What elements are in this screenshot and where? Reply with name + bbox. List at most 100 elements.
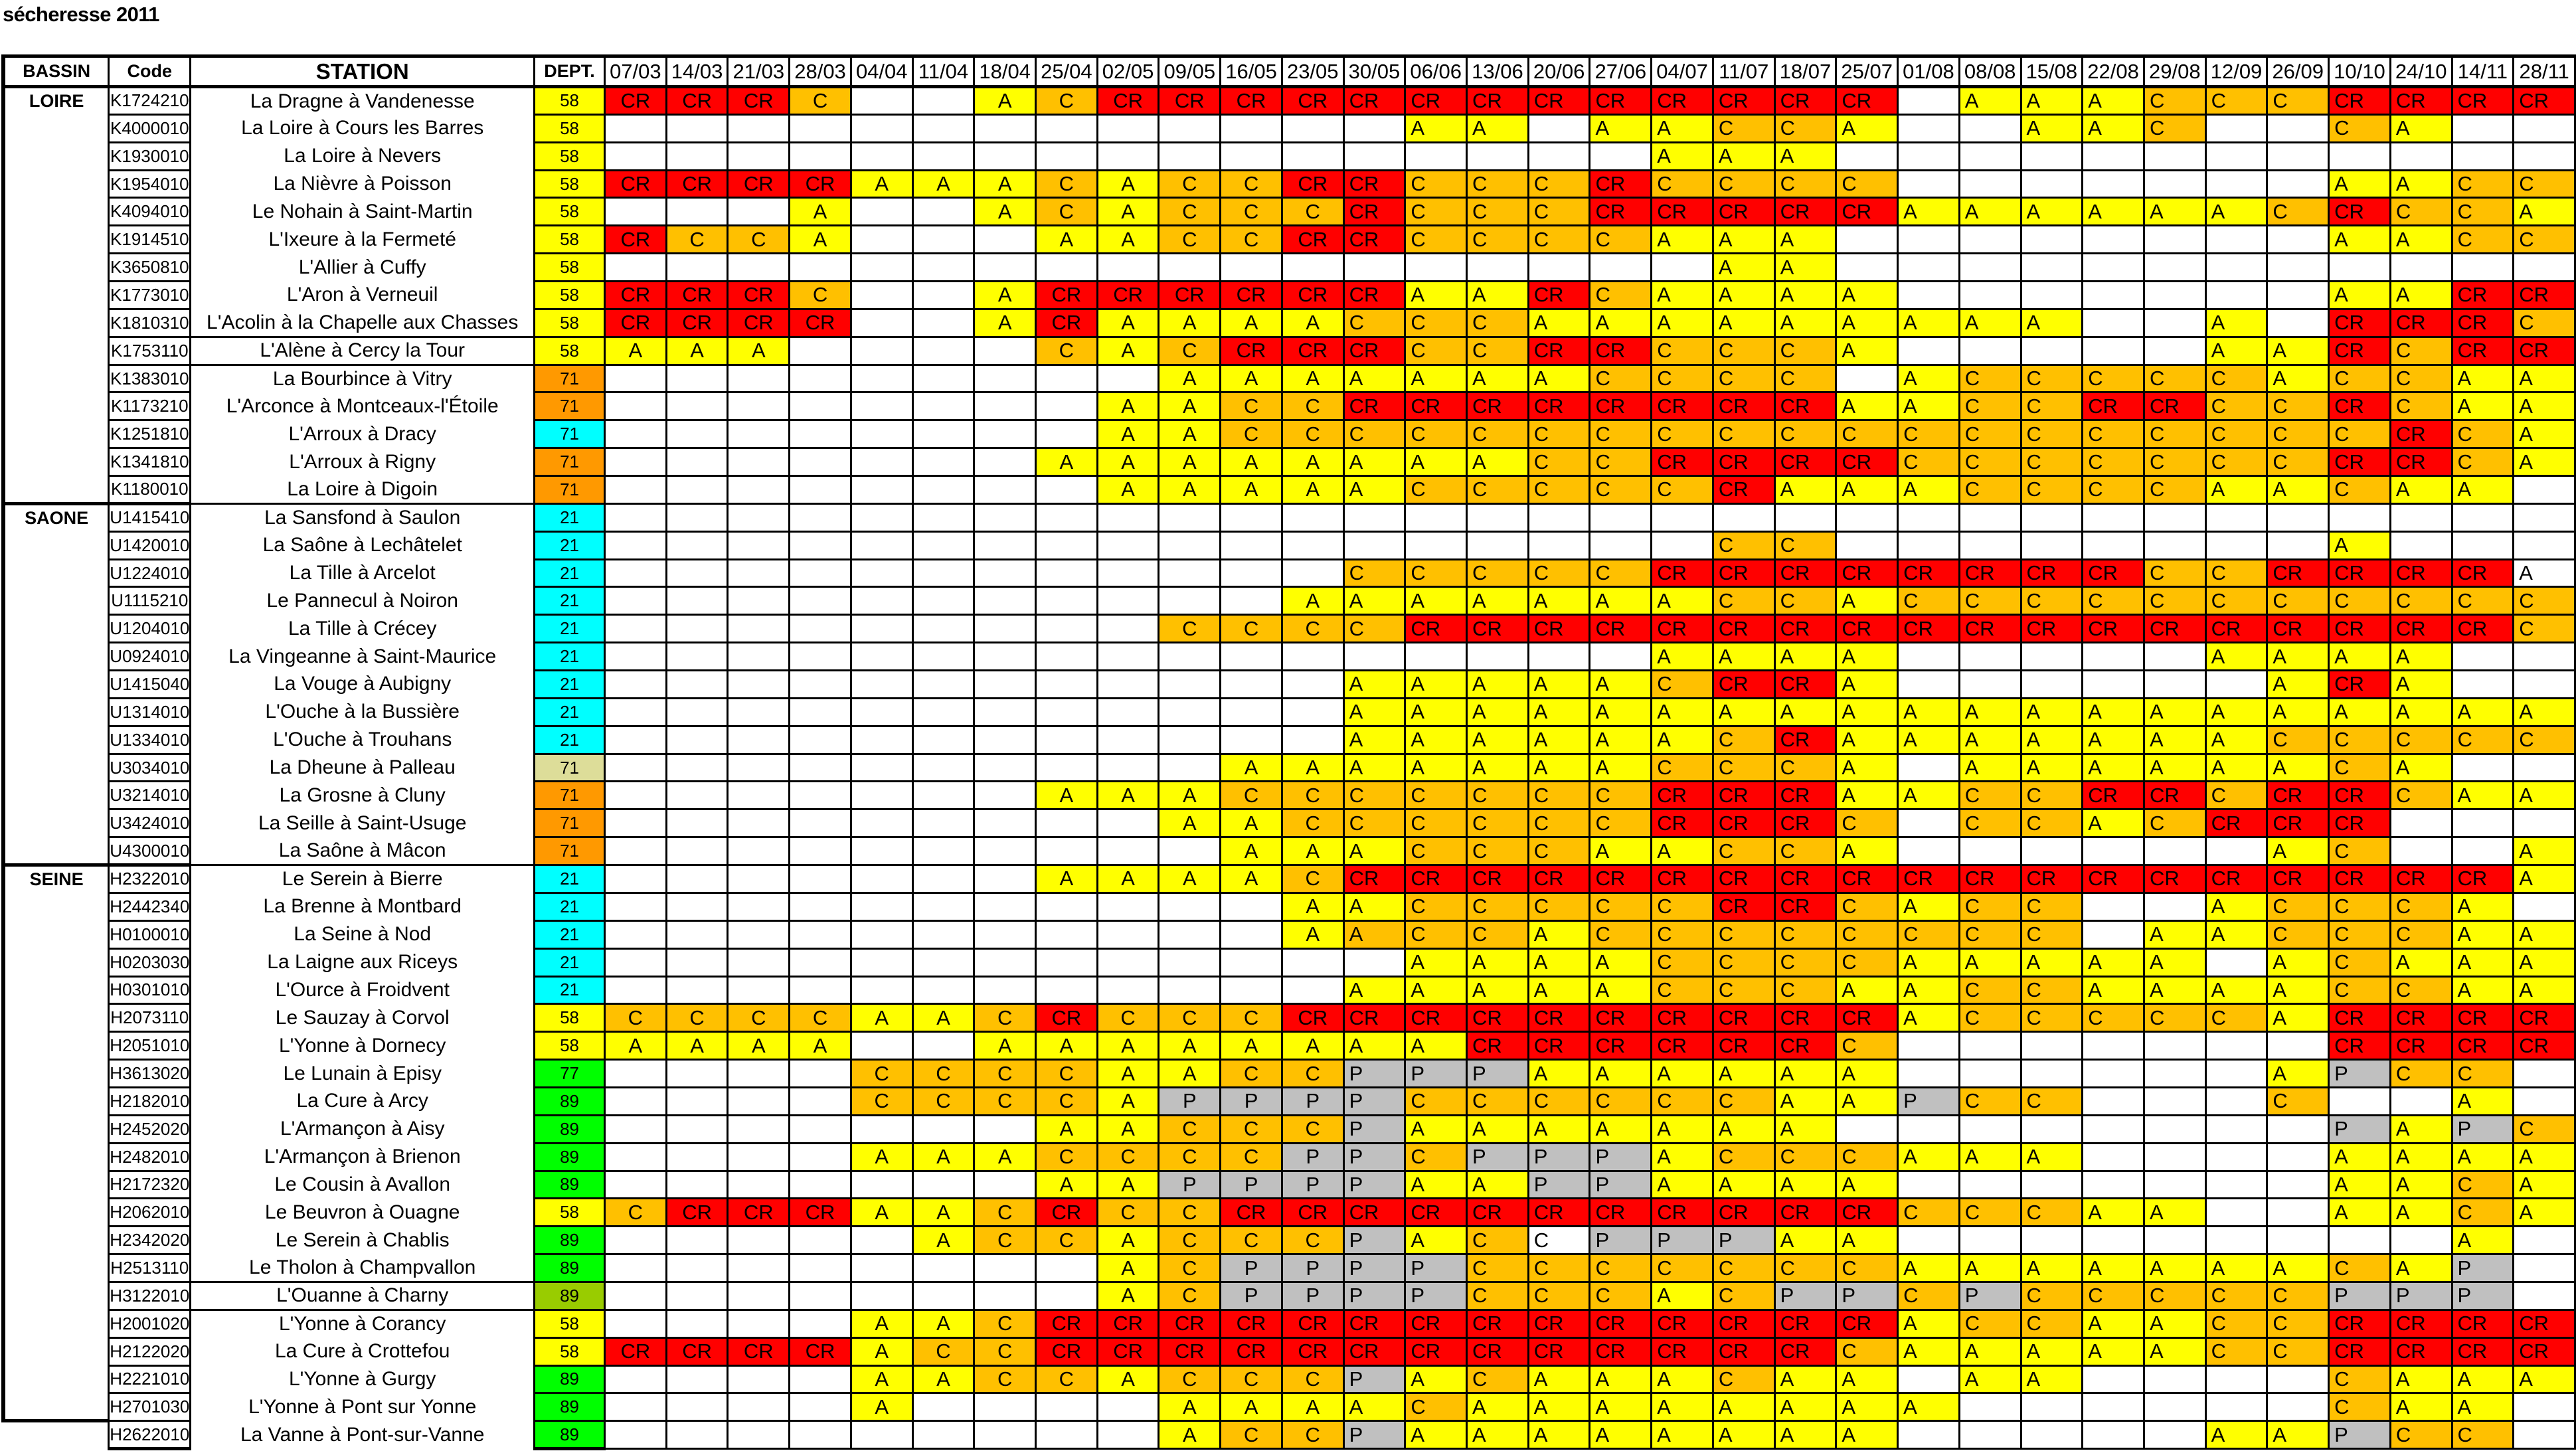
- status-cell: A: [2328, 169, 2391, 199]
- status-cell: A: [2019, 113, 2084, 143]
- status-cell: C: [2450, 447, 2515, 477]
- status-cell: C: [1711, 1364, 1776, 1395]
- station-name-cell: Le Cousin à Avallon: [189, 1171, 536, 1199]
- status-cell: [788, 780, 852, 811]
- status-cell: C: [1897, 1197, 1960, 1228]
- status-cell: CR: [1158, 86, 1222, 116]
- status-cell: P: [1342, 1169, 1407, 1200]
- dept-cell: 58: [533, 335, 606, 366]
- status-cell: [788, 1225, 852, 1256]
- status-cell: [788, 1420, 852, 1450]
- status-cell: [1096, 141, 1160, 171]
- status-cell: [849, 391, 914, 422]
- status-cell: CR: [727, 86, 791, 116]
- header-date-26-09: 26/09: [2266, 54, 2330, 88]
- status-cell: A: [1527, 1420, 1591, 1450]
- status-cell: [911, 752, 976, 783]
- status-cell: [604, 1420, 667, 1450]
- status-cell: [849, 1253, 914, 1283]
- status-cell: [1404, 141, 1468, 171]
- status-cell: C: [2328, 1392, 2391, 1422]
- status-cell: P: [1897, 1086, 1960, 1116]
- station-code-cell: H2122020: [108, 1336, 192, 1367]
- status-cell: CR: [1158, 1308, 1222, 1339]
- status-cell: C: [2512, 307, 2576, 338]
- status-cell: CR: [1773, 447, 1838, 477]
- status-cell: C: [1404, 224, 1468, 255]
- status-cell: CR: [604, 86, 667, 116]
- status-cell: A: [2328, 1197, 2391, 1228]
- status-cell: CR: [1711, 669, 1776, 699]
- status-cell: [2142, 1086, 2207, 1116]
- status-cell: [911, 113, 976, 143]
- status-cell: C: [2142, 475, 2207, 505]
- status-cell: [665, 947, 729, 978]
- status-cell: [2450, 113, 2515, 143]
- status-cell: C: [1466, 224, 1529, 255]
- status-cell: [2266, 502, 2330, 533]
- status-cell: [1527, 530, 1591, 560]
- status-cell: A: [1897, 947, 1960, 978]
- status-cell: C: [1589, 808, 1653, 839]
- status-cell: C: [1158, 1197, 1222, 1228]
- status-cell: [604, 891, 667, 922]
- status-cell: [727, 447, 791, 477]
- status-cell: C: [2450, 586, 2515, 616]
- status-cell: [849, 725, 914, 755]
- status-cell: A: [1466, 752, 1529, 783]
- status-cell: CR: [1773, 1197, 1838, 1228]
- status-cell: CR: [1711, 808, 1776, 839]
- status-cell: A: [2266, 669, 2330, 699]
- status-cell: [1219, 975, 1283, 1005]
- status-cell: A: [1527, 307, 1591, 338]
- status-cell: A: [665, 335, 729, 366]
- status-cell: CR: [2328, 1003, 2391, 1033]
- status-cell: A: [1589, 947, 1653, 978]
- status-cell: A: [1527, 947, 1591, 978]
- status-cell: [2512, 141, 2576, 171]
- status-cell: CR: [1280, 280, 1345, 310]
- drought-status-table: BASSIN Code STATION DEPT. 07/03 14/03 21/0…: [1, 54, 2576, 1451]
- station-code-cell: H0203030: [108, 947, 192, 978]
- status-cell: C: [1158, 614, 1222, 644]
- status-cell: C: [1466, 1364, 1529, 1395]
- status-cell: [1096, 558, 1160, 588]
- status-cell: [1035, 419, 1098, 450]
- status-cell: A: [1958, 197, 2022, 227]
- status-cell: [2019, 280, 2084, 310]
- status-cell: [727, 1364, 791, 1395]
- status-cell: CR: [1219, 1336, 1283, 1367]
- status-cell: C: [1280, 419, 1345, 450]
- status-cell: [788, 447, 852, 477]
- status-cell: C: [2019, 475, 2084, 505]
- status-cell: A: [1219, 836, 1283, 867]
- status-cell: [788, 947, 852, 978]
- status-cell: [1773, 502, 1838, 533]
- status-cell: [1527, 252, 1591, 283]
- status-cell: A: [1466, 1169, 1529, 1200]
- status-cell: [604, 975, 667, 1005]
- dept-cell: 71: [533, 447, 606, 477]
- status-cell: [1096, 502, 1160, 533]
- status-cell: C: [1773, 363, 1838, 394]
- basin-cell: [1, 365, 109, 392]
- status-cell: [2142, 1420, 2207, 1450]
- status-cell: CR: [1589, 86, 1653, 116]
- status-cell: [911, 919, 976, 950]
- status-cell: [1650, 530, 1714, 560]
- status-cell: C: [1404, 836, 1468, 867]
- status-cell: C: [1219, 224, 1283, 255]
- header-date-09-05: 09/05: [1158, 54, 1222, 88]
- dept-cell: 21: [533, 697, 606, 727]
- status-cell: C: [2389, 197, 2453, 227]
- status-cell: [973, 1392, 1037, 1422]
- status-cell: C: [1527, 1280, 1591, 1311]
- status-cell: P: [1280, 1169, 1345, 1200]
- status-cell: CR: [1096, 86, 1160, 116]
- status-cell: [973, 947, 1037, 978]
- status-cell: A: [1835, 697, 1899, 727]
- status-cell: CR: [1404, 1336, 1468, 1367]
- status-cell: A: [1466, 1392, 1529, 1422]
- status-cell: A: [1404, 1225, 1468, 1256]
- status-cell: [973, 1420, 1037, 1450]
